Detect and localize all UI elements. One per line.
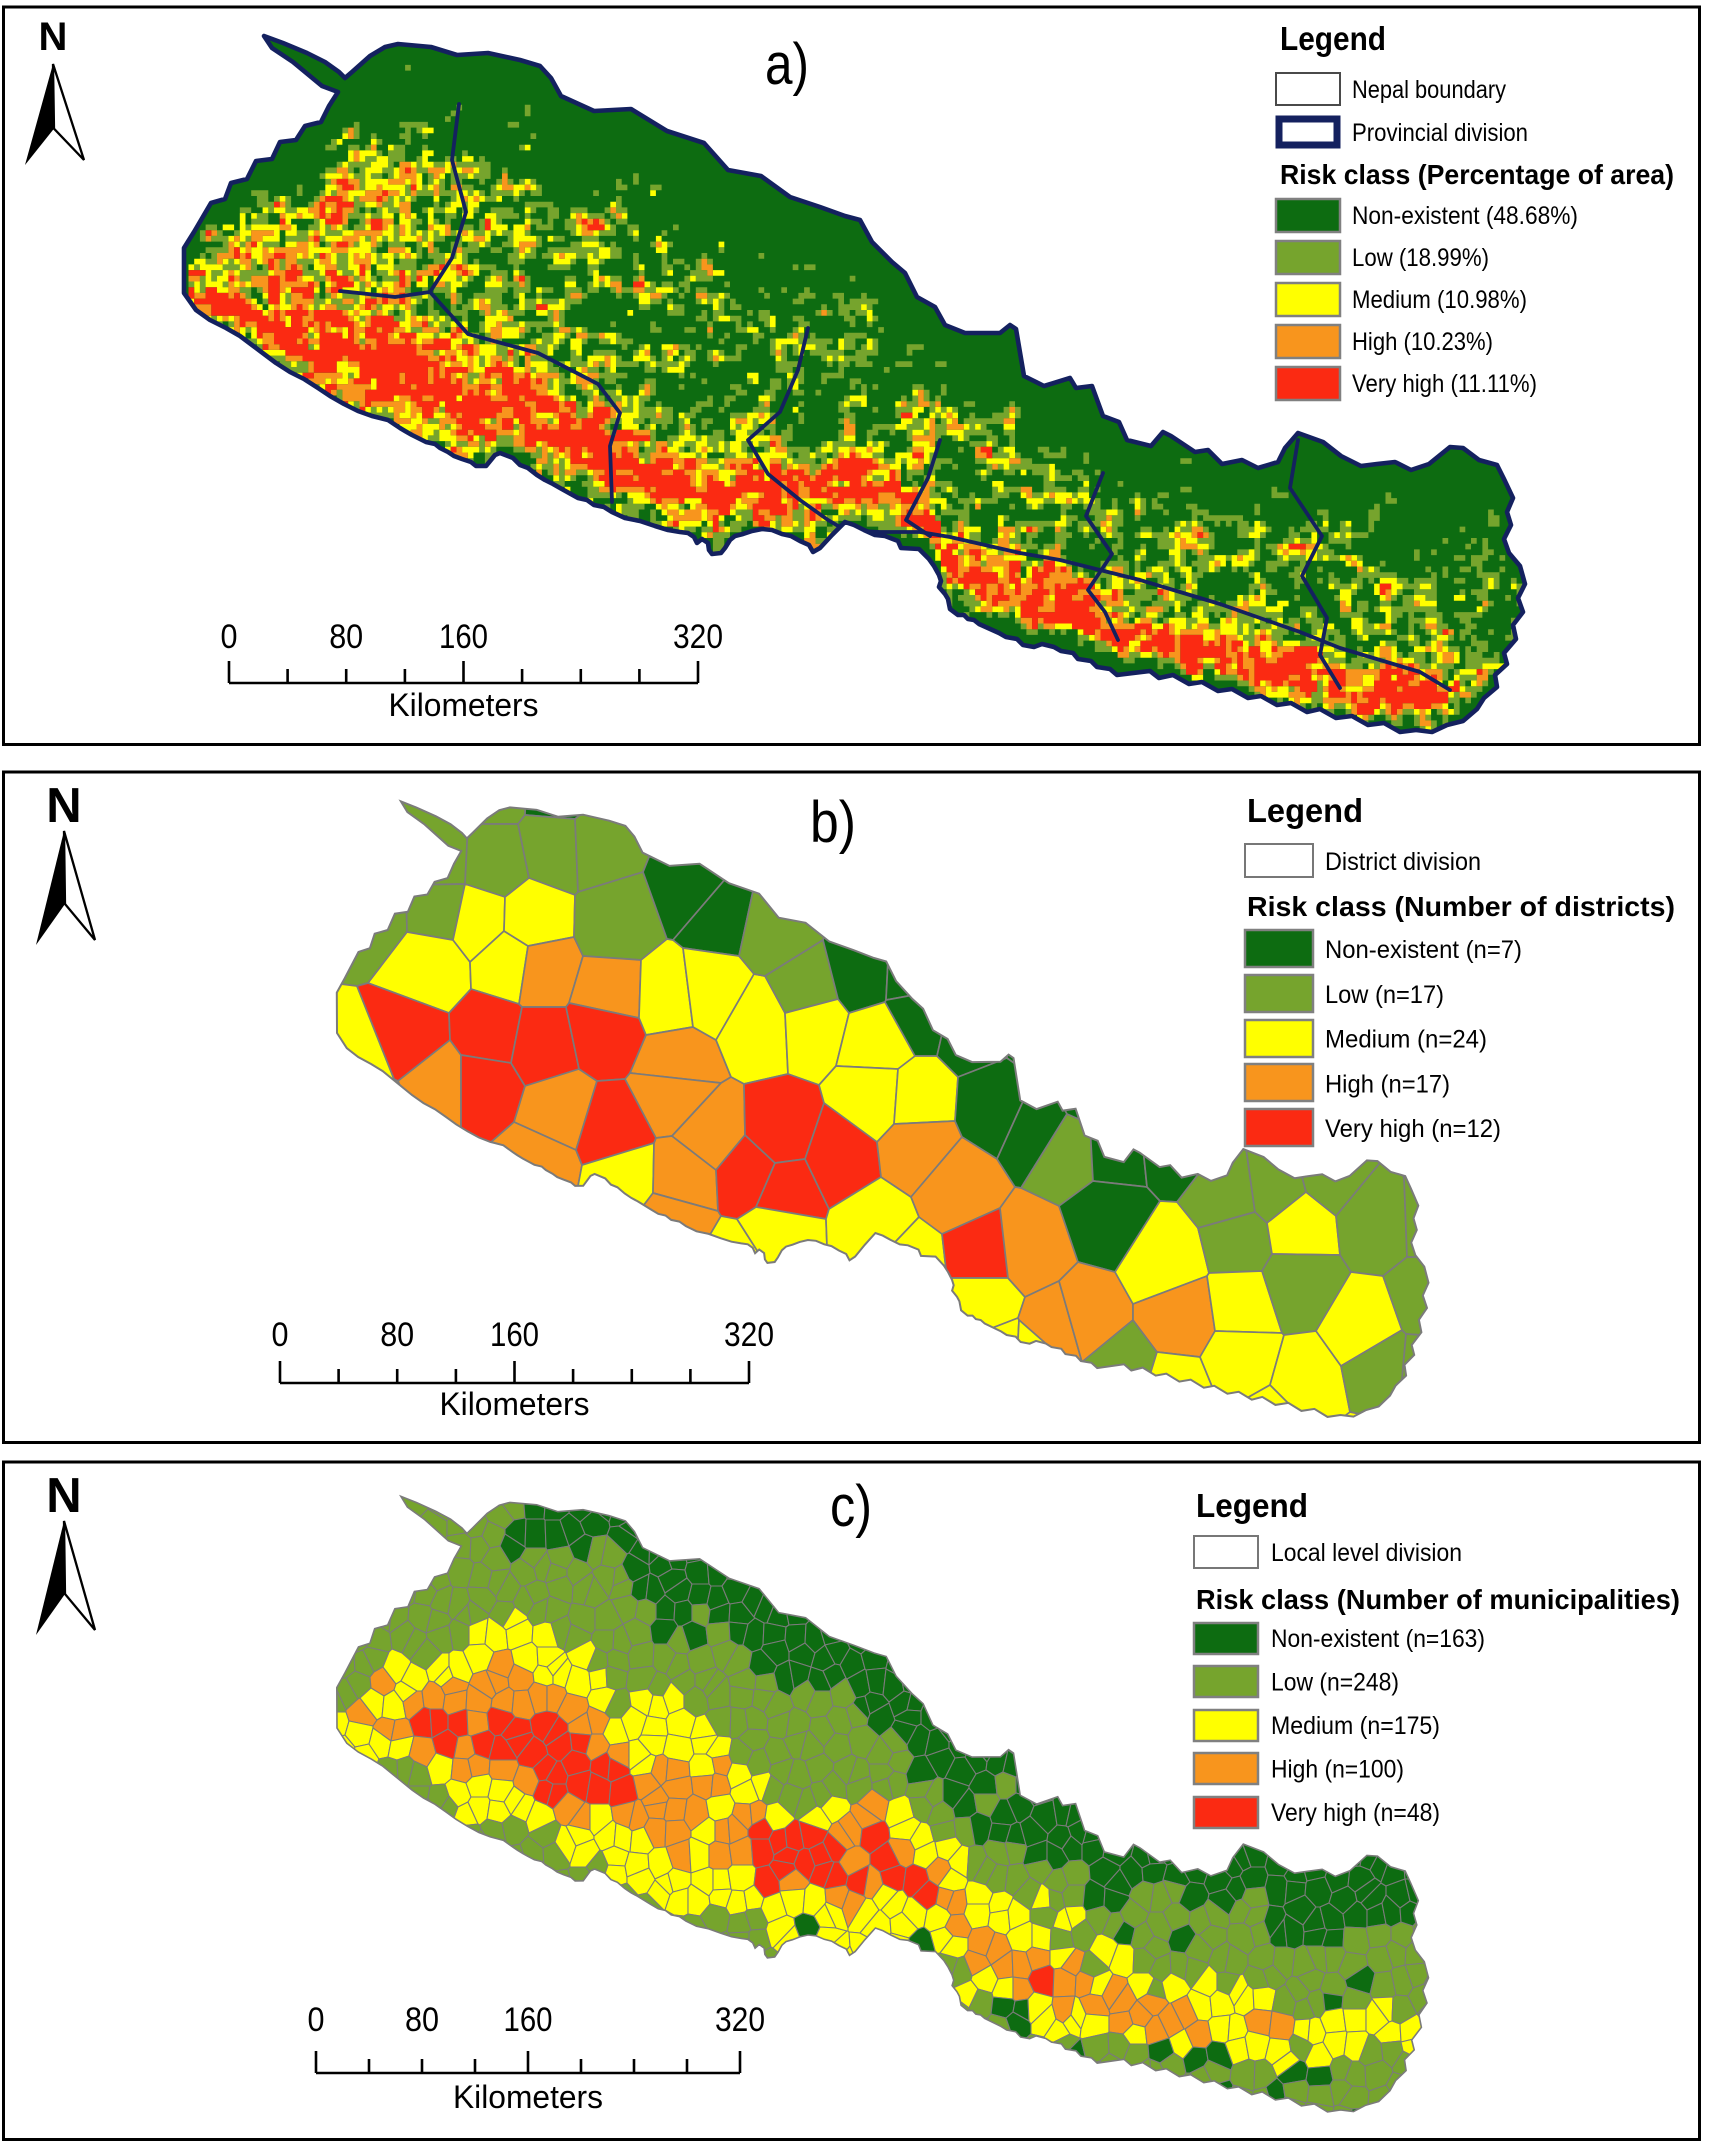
svg-text:Kilometers: Kilometers (440, 1386, 590, 1422)
svg-text:80: 80 (329, 618, 363, 656)
svg-text:Risk class (Number of municipa: Risk class (Number of municipalities) (1196, 1584, 1680, 1615)
svg-text:High (n=100): High (n=100) (1271, 1755, 1404, 1783)
svg-text:High (10.23%): High (10.23%) (1352, 328, 1493, 356)
svg-text:Very high (n=48): Very high (n=48) (1271, 1799, 1440, 1827)
svg-text:Very high (11.11%): Very high (11.11%) (1352, 370, 1537, 398)
svg-text:Kilometers: Kilometers (453, 2079, 603, 2115)
svg-text:Medium (n=24): Medium (n=24) (1325, 1026, 1487, 1054)
svg-text:Kilometers: Kilometers (389, 687, 539, 723)
svg-text:Non-existent (n=163): Non-existent (n=163) (1271, 1625, 1485, 1653)
svg-text:Low (n=248): Low (n=248) (1271, 1668, 1399, 1696)
svg-text:0: 0 (272, 1316, 289, 1354)
svg-text:a): a) (765, 32, 809, 97)
svg-text:160: 160 (504, 2001, 553, 2039)
svg-text:Provincial division: Provincial division (1352, 119, 1528, 147)
svg-text:Nepal boundary: Nepal boundary (1352, 76, 1506, 104)
svg-text:N: N (46, 779, 81, 833)
svg-text:Non-existent (n=7): Non-existent (n=7) (1325, 936, 1522, 964)
svg-text:N: N (39, 15, 68, 59)
svg-text:Risk class (Percentage of area: Risk class (Percentage of area) (1280, 159, 1674, 190)
svg-text:Low (n=17): Low (n=17) (1325, 981, 1444, 1009)
svg-text:80: 80 (405, 2001, 439, 2039)
svg-text:Very high (n=12): Very high (n=12) (1325, 1115, 1501, 1143)
svg-text:High (n=17): High (n=17) (1325, 1070, 1450, 1098)
svg-text:c): c) (830, 1474, 872, 1539)
svg-text:320: 320 (715, 2001, 765, 2039)
svg-text:80: 80 (380, 1316, 414, 1354)
svg-text:0: 0 (221, 618, 238, 656)
svg-text:320: 320 (673, 618, 723, 656)
svg-text:District division: District division (1325, 848, 1481, 876)
svg-text:0: 0 (308, 2001, 325, 2039)
svg-text:160: 160 (439, 618, 488, 656)
svg-text:Non-existent (48.68%): Non-existent (48.68%) (1352, 202, 1578, 230)
svg-text:N: N (46, 1469, 81, 1523)
svg-text:Legend: Legend (1247, 792, 1363, 829)
svg-text:Medium (10.98%): Medium (10.98%) (1352, 286, 1527, 314)
svg-text:b): b) (810, 790, 856, 855)
svg-text:Local level division: Local level division (1271, 1539, 1462, 1567)
svg-text:320: 320 (724, 1316, 774, 1354)
svg-text:Risk class (Number of district: Risk class (Number of districts) (1247, 891, 1675, 922)
svg-text:Low (18.99%): Low (18.99%) (1352, 244, 1489, 272)
svg-text:Legend: Legend (1196, 1487, 1308, 1524)
svg-text:160: 160 (490, 1316, 539, 1354)
svg-text:Medium (n=175): Medium (n=175) (1271, 1712, 1440, 1740)
svg-text:Legend: Legend (1280, 20, 1386, 57)
